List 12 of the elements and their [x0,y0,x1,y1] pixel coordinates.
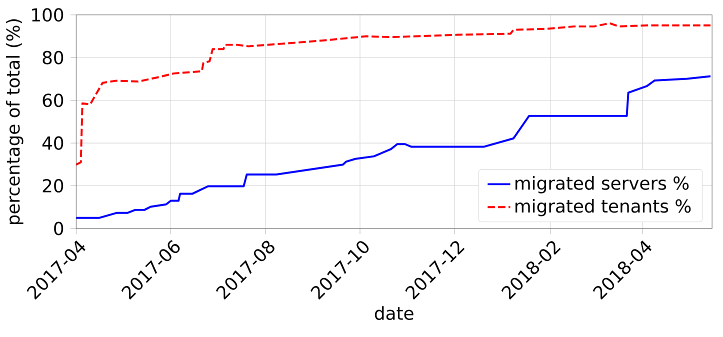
legend-label: migrated servers % [516,176,689,194]
y-axis-title: percentage of total (%) [6,19,24,224]
y-tick-label: 60 [42,94,64,108]
line-series [76,75,712,219]
line-series [76,22,712,166]
y-tick-label: 40 [42,136,64,150]
legend-label: migrated tenants % [516,199,691,216]
x-axis-title: date [374,306,414,320]
y-tick-label: 80 [42,50,64,64]
y-tick-label: 20 [42,179,64,193]
y-tick-label: 100 [32,8,64,22]
y-tick-label: 0 [54,222,64,236]
